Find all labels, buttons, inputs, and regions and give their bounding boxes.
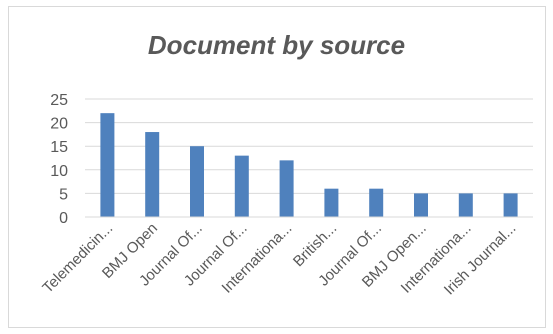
chart-title: Document by source bbox=[147, 30, 406, 60]
y-tick-label: 5 bbox=[59, 186, 68, 203]
bar bbox=[279, 160, 294, 217]
y-axis-ticks: 0 5 10 15 20 25 bbox=[50, 92, 68, 227]
bar bbox=[458, 193, 473, 217]
y-tick-label: 10 bbox=[50, 163, 68, 180]
bars bbox=[100, 113, 518, 217]
bar bbox=[369, 188, 384, 217]
y-tick-label: 20 bbox=[50, 116, 68, 133]
y-tick-label: 0 bbox=[59, 210, 68, 227]
bar bbox=[414, 193, 428, 217]
y-tick-label: 15 bbox=[50, 139, 68, 156]
bar bbox=[145, 132, 160, 217]
bar bbox=[503, 193, 518, 217]
bar bbox=[324, 188, 339, 217]
bar bbox=[190, 146, 204, 217]
x-tick-label: Telemedicin... bbox=[39, 220, 116, 297]
gridlines bbox=[85, 98, 533, 194]
chart-frame bbox=[8, 6, 546, 328]
y-tick-label: 25 bbox=[50, 92, 68, 109]
bar bbox=[234, 155, 249, 217]
bar bbox=[100, 113, 115, 217]
